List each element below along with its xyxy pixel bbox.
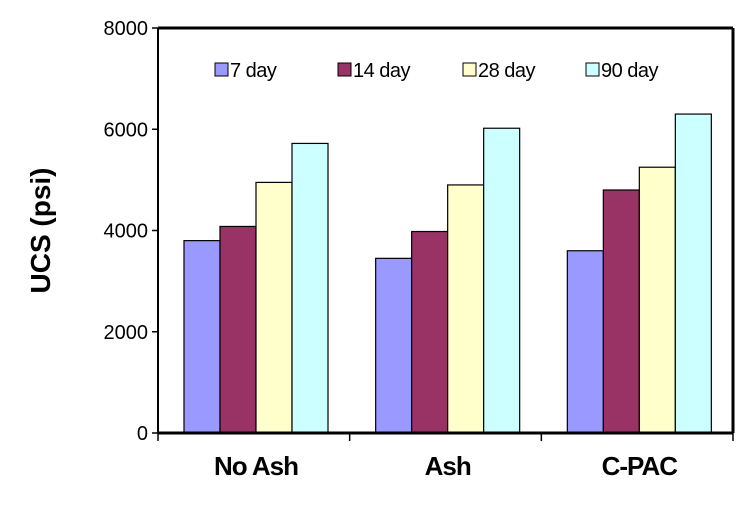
y-tick-label-4000: 4000 xyxy=(104,221,149,243)
bar-c-pac-28-day xyxy=(638,166,676,434)
labels-layer: 0 2000 4000 6000 8000 No Ash Ash C-PAC UCS (psi) xyxy=(25,18,679,481)
category-label-c-pac: C-PAC xyxy=(602,451,679,481)
y-tick-label-6000: 6000 xyxy=(104,119,149,141)
bars-layer xyxy=(183,113,712,434)
y-tick-label-0: 0 xyxy=(137,423,148,445)
legend-label-14-day: 14 day xyxy=(353,60,411,82)
bar-no-ash-90-day xyxy=(291,142,329,434)
bar-ash-28-day xyxy=(447,184,485,434)
y-tick-label-8000: 8000 xyxy=(104,18,149,40)
bar-no-ash-14-day xyxy=(219,225,257,434)
legend-swatch-14-day xyxy=(337,62,352,77)
bar-c-pac-7-day xyxy=(566,250,604,434)
category-label-no-ash: No Ash xyxy=(214,451,298,481)
legend-swatch-90-day xyxy=(585,62,600,77)
bar-c-pac-14-day xyxy=(602,189,640,434)
bar-ash-7-day xyxy=(375,257,413,434)
legend-swatch-7-day xyxy=(214,62,229,77)
axes-layer xyxy=(152,26,735,441)
legend-swatch-28-day xyxy=(462,62,477,77)
bar-ash-14-day xyxy=(411,230,449,434)
bar-no-ash-7-day xyxy=(183,240,221,434)
category-label-ash: Ash xyxy=(425,451,471,481)
y-axis-title: UCS (psi) xyxy=(25,168,56,294)
bar-no-ash-28-day xyxy=(255,181,293,434)
bar-ash-90-day xyxy=(483,127,521,434)
y-tick-label-2000: 2000 xyxy=(104,322,149,344)
bar-c-pac-90-day xyxy=(674,113,712,434)
legend: 7 day 14 day 28 day 90 day xyxy=(214,60,659,82)
legend-label-90-day: 90 day xyxy=(601,60,659,82)
legend-label-28-day: 28 day xyxy=(478,60,536,82)
legend-label-7-day: 7 day xyxy=(230,60,277,82)
